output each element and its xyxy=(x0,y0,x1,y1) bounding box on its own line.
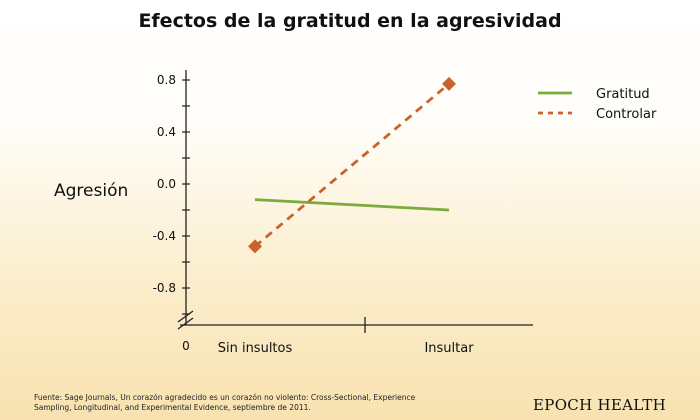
y-tick-label: 0.0 xyxy=(157,177,176,191)
legend-label-controlar: Controlar xyxy=(596,107,657,122)
chart-marks xyxy=(248,76,456,254)
brand-logo: EPOCH HEALTH xyxy=(533,396,666,414)
x-tick-label: Sin insultos xyxy=(218,341,293,356)
chart-title: Efectos de la gratitud en la agresividad xyxy=(138,10,562,32)
y-tick-label: 0.8 xyxy=(157,73,176,87)
y-tick-label: -0.8 xyxy=(153,281,176,295)
chart-axes: 0.8 0.4 0.0 -0.4 -0.8 0 Sin insultos Insultar xyxy=(153,70,533,356)
y-axis-origin-label: 0 xyxy=(182,339,190,353)
chart-legend: Gratitud Controlar xyxy=(538,87,657,122)
legend-label-gratitud: Gratitud xyxy=(596,87,650,102)
y-axis-label: Agresión xyxy=(54,181,129,201)
axis-break-mark xyxy=(177,310,194,323)
y-tick-label: 0.4 xyxy=(157,125,176,139)
data-point-controlar xyxy=(442,76,456,91)
series-line-controlar xyxy=(254,82,450,248)
y-tick-label: -0.4 xyxy=(153,229,176,243)
series-line-gratitud xyxy=(254,198,450,212)
data-point-controlar xyxy=(248,239,262,254)
x-tick-label: Insultar xyxy=(424,341,474,356)
source-note: Fuente: Sage Journals, Un corazón agrade… xyxy=(34,393,416,412)
axis-break-mark xyxy=(177,317,194,330)
